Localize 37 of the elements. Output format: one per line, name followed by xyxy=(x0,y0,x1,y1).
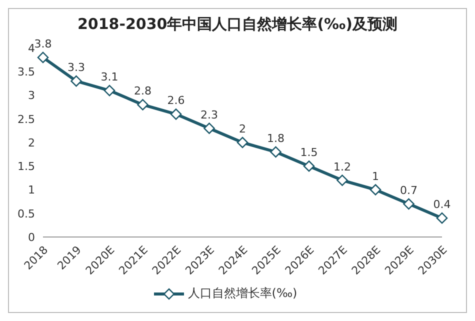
chart-title: 2018-2030年中国人口自然增长率(‰)及预测 xyxy=(76,15,399,34)
data-label: 1.2 xyxy=(334,160,351,174)
point xyxy=(236,136,248,148)
data-label: 2.3 xyxy=(200,108,218,122)
data-label: 2.8 xyxy=(134,84,152,98)
data-label: 1.8 xyxy=(267,132,284,145)
point xyxy=(170,108,182,120)
point xyxy=(137,99,148,110)
y-tick-label: 2 xyxy=(28,136,35,150)
point xyxy=(336,174,348,186)
y-tick-label: 3 xyxy=(28,89,35,102)
data-label: 0.7 xyxy=(400,184,418,197)
data-label: 3.8 xyxy=(34,37,52,50)
y-tick-label: 3.5 xyxy=(18,66,35,79)
data-label: 1.5 xyxy=(300,146,318,160)
data-label: 2.6 xyxy=(167,94,185,108)
legend-label: 人口自然增长率(‰) xyxy=(186,285,298,302)
y-tick-label: 0.5 xyxy=(18,207,35,220)
data-label: 3.3 xyxy=(68,61,85,74)
data-label: 3.1 xyxy=(100,70,118,84)
y-tick-label: 0 xyxy=(28,230,35,244)
data-label: 0.4 xyxy=(433,198,451,212)
y-tick-label: 2.5 xyxy=(18,112,35,126)
data-label: 2 xyxy=(239,122,246,136)
point xyxy=(436,212,448,224)
y-tick-label: 1.5 xyxy=(18,160,35,174)
y-tick-label: 1 xyxy=(28,184,35,197)
y-tick-label: 4 xyxy=(28,42,35,55)
point xyxy=(303,160,315,172)
point xyxy=(204,122,215,134)
point xyxy=(37,52,49,64)
point xyxy=(403,198,414,210)
point xyxy=(70,75,82,87)
point xyxy=(370,184,382,196)
point xyxy=(270,146,282,158)
data-label: 1 xyxy=(372,170,379,183)
point xyxy=(104,84,116,96)
